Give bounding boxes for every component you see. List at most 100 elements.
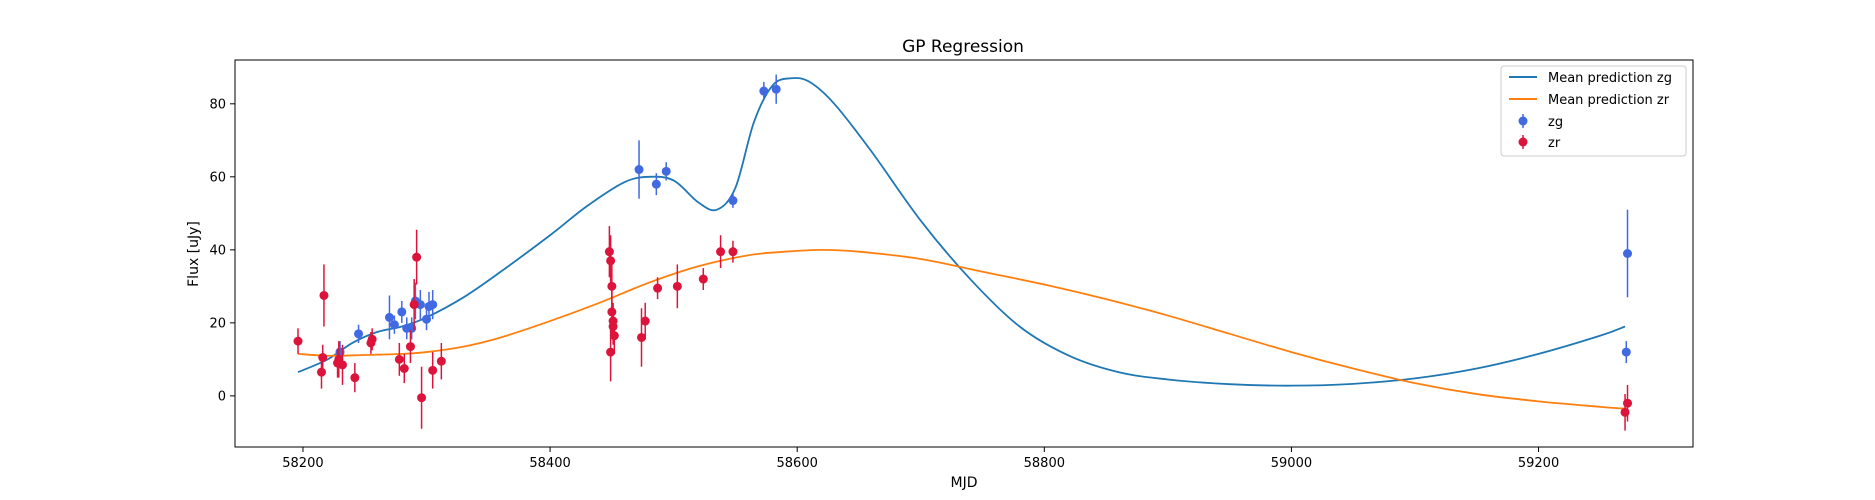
zg-data-point — [1621, 341, 1631, 364]
x-tick-label: 59000 — [1271, 456, 1312, 471]
legend-label-zg-line: Mean prediction zg — [1548, 71, 1672, 86]
zg-data-point — [397, 300, 407, 323]
zg-data-point — [759, 81, 769, 101]
zr-data-point — [337, 344, 347, 385]
y-tick-label: 80 — [209, 97, 226, 112]
zg-marker — [759, 86, 769, 96]
legend: Mean prediction zg Mean prediction zr zg… — [1500, 65, 1687, 157]
zg-marker — [415, 300, 425, 310]
zg-data-point — [1623, 209, 1633, 298]
zr-marker — [409, 300, 419, 310]
x-tick-label: 58600 — [777, 456, 818, 471]
legend-zr-marker-swatch — [1518, 135, 1528, 149]
legend-label-zg-points: zg — [1548, 115, 1563, 130]
y-tick-label: 40 — [209, 243, 226, 258]
zg-marker — [428, 300, 438, 310]
zr-data-point — [428, 352, 438, 389]
zr-marker — [293, 336, 303, 346]
legend-label-zr-line: Mean prediction zr — [1548, 93, 1670, 108]
zr-marker — [716, 247, 726, 257]
zg-data-point — [354, 324, 364, 343]
points-layer — [293, 74, 1633, 431]
zr-data-point — [318, 344, 328, 371]
x-tick-label: 59200 — [1518, 456, 1559, 471]
zr-marker — [728, 247, 738, 257]
zg-data-point — [428, 290, 438, 320]
plot-area — [293, 74, 1633, 431]
x-tick-label: 58800 — [1024, 456, 1065, 471]
zg-marker — [1621, 347, 1631, 357]
zg-data-point — [651, 173, 661, 196]
zr-marker — [337, 360, 347, 370]
zg-data-point — [728, 193, 738, 208]
lines-layer — [297, 77, 1626, 410]
zr-data-point — [653, 277, 663, 300]
zg-data-point — [384, 295, 394, 340]
zg-data-point — [771, 74, 781, 104]
y-tick-label: 20 — [209, 316, 226, 331]
zr-marker — [394, 354, 404, 364]
zr-marker — [350, 373, 360, 383]
x-axis-ticks: 58200 58400 58600 58800 59000 59200 — [282, 447, 1559, 471]
zg-data-point — [661, 162, 671, 181]
zr-data-point — [604, 226, 614, 278]
zr-data-point — [405, 330, 415, 364]
zr-marker — [604, 247, 614, 257]
legend-box — [1500, 65, 1687, 157]
zr-data-point — [606, 322, 616, 382]
chart-title: GP Regression — [902, 37, 1024, 57]
plot-frame — [234, 59, 1694, 448]
zg-marker — [1623, 249, 1633, 258]
zg-data-point — [389, 315, 399, 334]
zr-data-point — [412, 229, 422, 285]
zr-data-point — [606, 235, 616, 287]
legend-zg-marker-swatch — [1518, 114, 1528, 128]
zg-marker — [728, 196, 738, 206]
zr-marker — [609, 331, 619, 341]
y-axis-label: Flux [uJy] — [186, 221, 202, 287]
zr-data-point — [640, 302, 650, 340]
zr-marker — [405, 342, 415, 352]
zg-marker — [397, 307, 407, 317]
zr-data-point — [417, 366, 427, 429]
zr-data-point — [728, 240, 738, 263]
x-tick-label: 58200 — [282, 456, 323, 471]
zg-marker — [651, 179, 661, 189]
zg-marker — [661, 166, 671, 176]
zr-marker — [318, 353, 328, 363]
zr-marker — [606, 256, 616, 266]
zg-mean-prediction-line — [297, 77, 1626, 387]
zr-data-point — [319, 264, 329, 327]
y-tick-label: 0 — [218, 389, 226, 404]
zr-marker — [607, 281, 617, 291]
zr-marker — [399, 364, 409, 374]
y-tick-label: 60 — [209, 170, 226, 185]
zg-marker — [384, 312, 394, 322]
zr-data-point — [394, 342, 404, 376]
zr-data-point — [409, 279, 419, 331]
zr-marker — [412, 252, 422, 262]
zr-marker — [640, 316, 650, 326]
zg-data-point — [634, 140, 644, 199]
x-axis-label: MJD — [951, 475, 978, 491]
zg-marker — [634, 165, 644, 175]
zr-marker — [319, 290, 329, 300]
zr-data-point — [293, 328, 303, 354]
zr-data-point — [672, 264, 682, 309]
zr-marker — [607, 307, 617, 317]
zr-data-point — [716, 235, 726, 269]
legend-label-zr-points: zr — [1548, 136, 1561, 151]
zr-data-point — [350, 363, 360, 393]
zr-marker — [367, 334, 377, 344]
zr-data-point — [367, 328, 377, 351]
zr-marker — [606, 347, 616, 357]
zr-data-point — [399, 353, 409, 384]
zr-data-point — [637, 308, 647, 367]
zr-marker — [637, 332, 647, 342]
x-tick-label: 58400 — [529, 456, 570, 471]
zr-marker — [436, 356, 446, 366]
zr-marker — [698, 274, 708, 284]
zr-data-point — [609, 317, 619, 354]
zr-marker — [316, 367, 326, 377]
y-axis-ticks: 0 20 40 60 80 — [209, 97, 235, 404]
